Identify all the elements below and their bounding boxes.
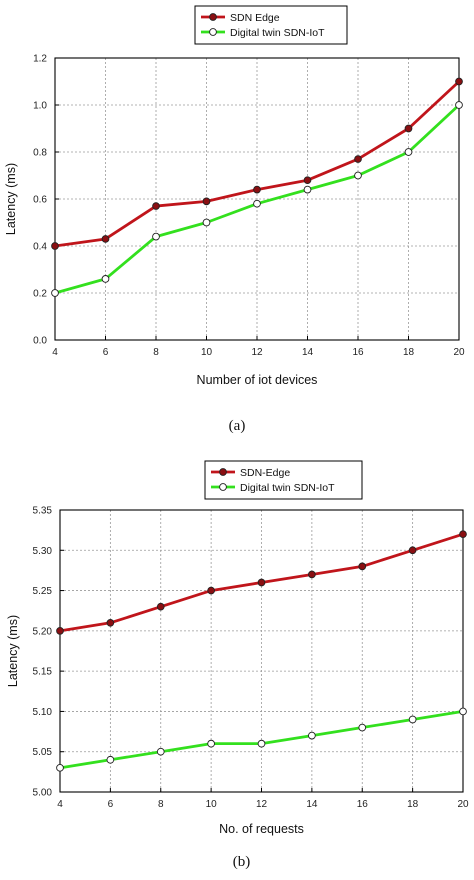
x-tick-label: 18 (403, 347, 415, 358)
x-tick-label: 8 (158, 799, 164, 810)
y-tick-label: 5.00 (33, 788, 53, 799)
data-point (156, 602, 165, 611)
data-point (101, 235, 110, 243)
data-point (404, 148, 413, 156)
data-point (257, 578, 266, 587)
data-point (408, 715, 417, 724)
x-tick-label: 14 (306, 799, 318, 810)
data-point (51, 242, 59, 250)
data-point (354, 155, 362, 163)
data-point (303, 176, 312, 185)
y-tick-label: 0.8 (33, 148, 47, 159)
data-point (106, 755, 115, 764)
legend-marker (219, 483, 227, 491)
data-point (308, 731, 316, 740)
x-tick-label: 8 (153, 347, 159, 358)
y-tick-label: 5.20 (33, 626, 53, 637)
data-point (308, 570, 316, 579)
x-tick-label: 18 (407, 799, 419, 810)
legend-box (194, 5, 348, 45)
y-tick-label: 5.15 (33, 667, 53, 678)
chart-b: 4 6 8 10 12 14 16 18 20 5.00 5.05 5.10 5.15 5.20 5.25 5… (6, 460, 469, 870)
y-tick-label: 5.10 (33, 707, 53, 718)
x-tick-label: 20 (457, 799, 469, 810)
y-tick-label: 5.35 (33, 506, 53, 517)
data-point (51, 289, 59, 297)
y-tick-label: 0.0 (33, 336, 47, 347)
x-tick-label: 4 (52, 347, 58, 358)
x-tick-label: 12 (256, 799, 268, 810)
data-point (404, 124, 413, 133)
y-tick-label: 1.2 (33, 54, 47, 65)
data-point (106, 618, 115, 627)
data-point (202, 218, 211, 227)
y-tick-label: 5.25 (33, 586, 53, 597)
figure-caption: (a) (229, 418, 246, 434)
data-point (455, 77, 463, 86)
x-axis-label: Number of iot devices (197, 373, 318, 387)
legend-marker (209, 13, 217, 21)
legend-entry: SDN Edge (230, 12, 280, 24)
data-point (408, 546, 417, 555)
data-point (56, 627, 64, 635)
figure-caption: (b) (233, 854, 251, 870)
legend-entry: SDN-Edge (240, 467, 290, 479)
y-tick-label: 0.2 (33, 289, 47, 300)
x-tick-label: 16 (357, 799, 369, 810)
data-point (207, 739, 215, 748)
y-tick-label: 5.30 (33, 546, 53, 557)
x-tick-label: 12 (251, 347, 263, 358)
y-tick-label: 0.4 (33, 242, 47, 253)
data-point (455, 101, 463, 109)
data-point (156, 747, 165, 756)
y-tick-label: 5.05 (33, 747, 53, 758)
data-point (257, 739, 266, 748)
data-point (101, 275, 110, 283)
legend-marker (209, 28, 217, 36)
x-tick-label: 16 (352, 347, 364, 358)
chart-a: 4 6 8 10 12 14 16 18 20 0.0 0.2 0.4 0.6 0.8 1.0 1.2 Numb… (4, 5, 465, 434)
data-point (358, 723, 367, 732)
x-tick-label: 10 (201, 347, 213, 358)
data-point (253, 199, 261, 208)
data-point (354, 171, 362, 180)
x-tick-label: 14 (302, 347, 314, 358)
x-tick-label: 6 (103, 347, 109, 358)
data-point (459, 707, 467, 716)
data-point (56, 763, 64, 772)
y-tick-label: 0.6 (33, 195, 47, 206)
legend-entry: Digital twin SDN-IoT (240, 482, 335, 494)
data-point (152, 202, 160, 210)
data-point (152, 232, 160, 241)
x-axis-label: No. of requests (219, 822, 304, 836)
legend-marker (219, 468, 227, 476)
data-point (459, 530, 467, 539)
y-axis-label: Latency (ms) (4, 163, 18, 235)
x-tick-label: 10 (206, 799, 218, 810)
data-point (253, 185, 261, 194)
data-point (207, 586, 215, 595)
data-point (358, 562, 367, 571)
x-tick-label: 6 (108, 799, 114, 810)
legend-entry: Digital twin SDN-IoT (230, 27, 325, 39)
legend-box (204, 460, 363, 500)
y-axis-label: Latency (ms) (6, 615, 20, 687)
x-tick-label: 4 (57, 799, 63, 810)
x-tick-label: 20 (453, 347, 465, 358)
data-point (202, 197, 211, 206)
data-point (303, 185, 312, 194)
y-tick-label: 1.0 (33, 101, 47, 112)
